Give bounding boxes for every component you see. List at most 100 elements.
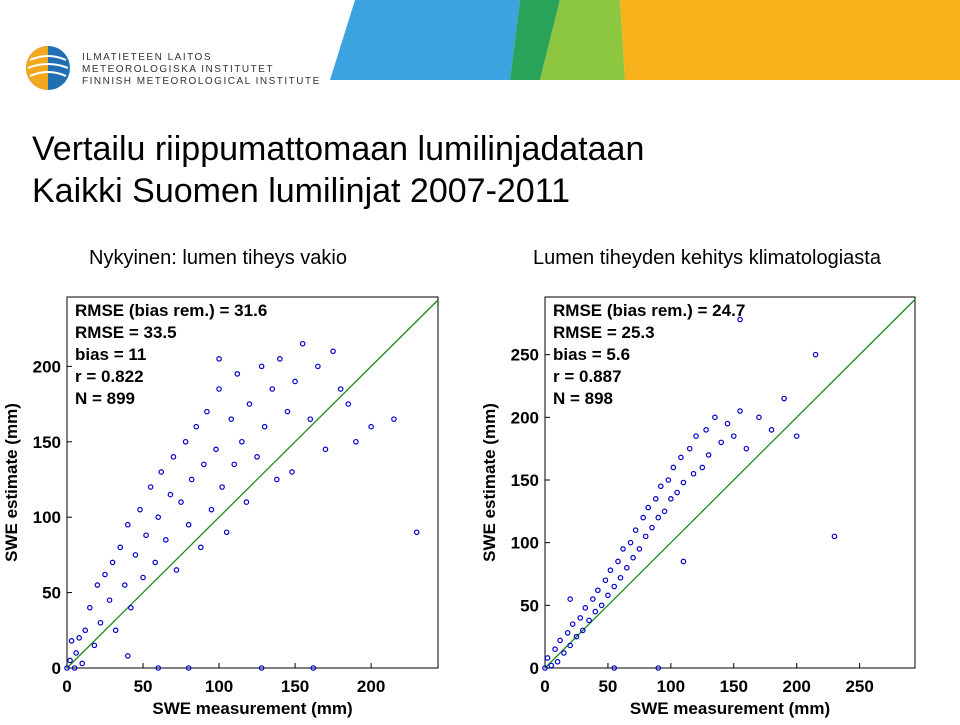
point: [178, 499, 184, 505]
point: [73, 650, 79, 656]
point: [567, 642, 573, 649]
point: [544, 655, 551, 661]
point: [125, 521, 131, 528]
point: [299, 340, 306, 347]
point: [554, 658, 561, 665]
point: [216, 356, 222, 362]
point: [330, 348, 336, 355]
point: [188, 476, 195, 483]
point: [143, 532, 149, 539]
y-axis-label: SWE estimate (mm): [480, 403, 499, 562]
point: [155, 665, 162, 671]
one-to-one-line: [544, 299, 916, 669]
point: [569, 621, 576, 627]
point: [315, 363, 321, 370]
point: [724, 420, 731, 427]
stat-annotation: RMSE = 25.3: [553, 323, 655, 342]
chart-title: Nykyinen: lumen tiheys vakio: [89, 247, 347, 269]
point: [147, 484, 154, 490]
point: [243, 499, 250, 505]
point: [125, 653, 131, 659]
point: [690, 470, 697, 477]
point: [686, 445, 693, 452]
point: [391, 416, 397, 422]
stat-annotation: RMSE (bias rem.) = 24.7: [553, 301, 745, 320]
point: [655, 665, 662, 671]
point: [345, 401, 352, 407]
logo: [26, 46, 70, 90]
point: [630, 554, 636, 561]
point: [246, 401, 253, 407]
point: [274, 476, 280, 483]
point: [592, 608, 599, 615]
y-tick-label: 50: [42, 584, 61, 603]
point: [605, 592, 611, 599]
org-line: FINNISH METEOROLOGICAL INSTITUTE: [82, 76, 321, 87]
x-tick-label: 200: [783, 677, 811, 696]
point: [201, 461, 207, 468]
point: [269, 386, 276, 392]
x-tick-label: 100: [657, 677, 685, 696]
point: [231, 461, 238, 468]
y-tick-label: 150: [511, 471, 539, 490]
point: [678, 454, 684, 461]
banner-green: [510, 0, 560, 80]
point: [642, 533, 649, 540]
point: [216, 386, 222, 392]
point: [781, 395, 787, 402]
point: [94, 582, 101, 588]
point: [254, 454, 260, 460]
point: [548, 662, 555, 669]
point: [163, 537, 169, 543]
y-tick-label: 100: [511, 534, 539, 553]
point: [564, 630, 571, 636]
point: [680, 479, 687, 486]
stat-annotation: r = 0.887: [553, 367, 622, 386]
banner-lime: [540, 0, 625, 80]
point: [567, 596, 573, 602]
point: [155, 514, 162, 520]
y-tick-label: 0: [52, 659, 61, 678]
point: [542, 665, 548, 671]
point: [158, 469, 165, 475]
point: [71, 665, 78, 671]
x-tick-label: 50: [598, 677, 617, 696]
point: [611, 583, 618, 590]
point: [112, 627, 119, 634]
x-tick-label: 50: [134, 677, 153, 696]
point: [718, 439, 724, 446]
point: [680, 558, 687, 565]
point: [68, 638, 75, 644]
point: [277, 356, 283, 362]
x-tick-label: 0: [540, 677, 549, 696]
point: [261, 423, 268, 430]
point: [712, 414, 718, 421]
point: [368, 423, 374, 430]
point: [590, 596, 596, 602]
point: [117, 544, 124, 551]
plot-layer: [542, 299, 916, 671]
point: [640, 514, 646, 521]
y-axis-label: SWE estimate (mm): [2, 403, 21, 562]
y-tick-label: 150: [33, 433, 61, 452]
point: [611, 665, 618, 671]
point: [674, 489, 680, 496]
point: [705, 452, 712, 458]
point: [793, 433, 800, 439]
point: [598, 602, 605, 609]
point: [737, 316, 743, 323]
point: [699, 464, 706, 471]
point: [337, 386, 344, 392]
point: [121, 582, 128, 588]
x-tick-label: 150: [720, 677, 748, 696]
point: [573, 633, 580, 640]
point: [595, 587, 601, 594]
point: [91, 642, 98, 649]
point: [137, 506, 143, 513]
point: [140, 574, 146, 581]
point: [657, 483, 664, 490]
y-tick-label: 200: [33, 357, 61, 376]
point: [79, 660, 86, 667]
point: [768, 427, 775, 433]
point: [831, 533, 838, 540]
